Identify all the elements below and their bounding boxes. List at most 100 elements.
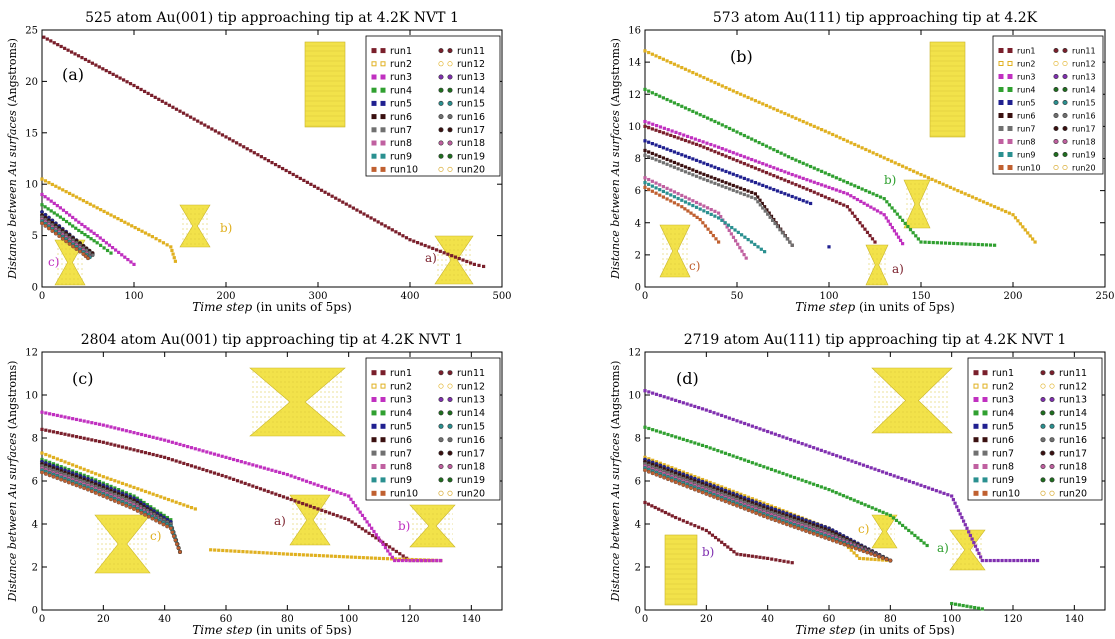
data-point xyxy=(249,149,253,153)
data-point xyxy=(320,485,324,489)
data-point xyxy=(705,141,709,145)
data-point xyxy=(869,205,873,209)
data-point xyxy=(674,467,678,471)
data-point xyxy=(842,190,846,195)
data-point xyxy=(189,115,193,119)
data-point xyxy=(1031,237,1035,241)
data-point xyxy=(343,516,347,520)
data-point xyxy=(273,551,277,556)
data-point xyxy=(788,523,793,528)
data-point xyxy=(97,439,102,444)
data-point xyxy=(665,157,669,162)
data-point xyxy=(923,485,927,489)
data-point xyxy=(401,234,405,238)
data-point xyxy=(906,224,910,229)
legend-marker xyxy=(371,437,377,443)
data-point xyxy=(838,492,842,496)
legend-marker xyxy=(371,100,377,106)
legend: run1run2run3run4run5run6run7run8run9run1… xyxy=(967,357,1103,501)
series-run4 xyxy=(40,457,182,554)
data-point xyxy=(897,521,902,525)
data-point xyxy=(52,211,56,215)
data-point xyxy=(754,425,758,430)
data-point xyxy=(206,125,210,129)
data-point xyxy=(779,110,783,114)
data-point xyxy=(683,170,688,174)
data-point xyxy=(658,55,662,60)
data-point xyxy=(71,417,75,421)
data-point xyxy=(353,522,358,526)
data-point xyxy=(730,225,734,230)
data-point xyxy=(677,399,682,404)
legend-label: run20 xyxy=(457,165,485,176)
data-point xyxy=(270,161,274,165)
data-point xyxy=(46,197,50,201)
data-point xyxy=(654,186,658,190)
data-point xyxy=(735,419,739,423)
y-tick-label: 6 xyxy=(635,477,641,488)
x-tick-label: 120 xyxy=(400,614,419,625)
data-point xyxy=(666,477,670,482)
data-point xyxy=(746,189,750,193)
data-point xyxy=(193,507,197,511)
data-point xyxy=(78,484,83,489)
legend-marker xyxy=(380,100,386,106)
legend-marker xyxy=(438,410,444,416)
data-point xyxy=(890,225,894,230)
legend-marker xyxy=(998,113,1004,118)
data-point xyxy=(651,391,655,395)
data-point xyxy=(337,198,341,202)
data-point xyxy=(702,145,706,149)
data-point xyxy=(662,475,667,480)
data-point xyxy=(841,494,846,498)
data-point xyxy=(117,427,121,431)
data-point xyxy=(643,180,647,185)
data-point xyxy=(63,479,67,483)
data-point xyxy=(871,192,875,196)
data-point xyxy=(647,155,651,159)
data-point xyxy=(232,457,236,462)
data-point xyxy=(768,105,772,109)
data-point xyxy=(735,152,739,156)
data-point xyxy=(790,156,794,161)
y-tick-label: 4 xyxy=(635,218,641,229)
legend-item-run12: run12 xyxy=(438,381,485,392)
data-point xyxy=(777,433,781,438)
data-point xyxy=(350,520,354,524)
data-point xyxy=(217,548,221,552)
legend-marker xyxy=(371,48,377,54)
legend-label: run12 xyxy=(1059,381,1087,392)
data-point xyxy=(74,417,79,422)
data-point xyxy=(976,242,980,247)
data-point xyxy=(650,142,654,146)
legend-marker xyxy=(1049,396,1055,402)
data-point xyxy=(651,458,655,462)
legend-marker xyxy=(1053,126,1059,132)
data-point xyxy=(43,195,47,199)
data-point xyxy=(394,230,398,234)
data-point xyxy=(1004,558,1008,563)
x-axis-label: Time step (in units of 5ps) xyxy=(795,300,955,314)
data-point xyxy=(105,424,109,428)
data-point xyxy=(654,92,658,97)
data-point xyxy=(724,125,728,129)
legend-marker xyxy=(371,464,377,469)
data-point xyxy=(739,175,743,179)
data-point xyxy=(716,449,720,453)
data-point xyxy=(881,470,885,474)
legend-box xyxy=(365,35,501,177)
data-point xyxy=(74,218,78,222)
x-tick-label: 100 xyxy=(942,614,961,625)
legend-marker xyxy=(1053,139,1059,145)
data-point xyxy=(67,467,71,472)
legend-marker xyxy=(447,100,453,106)
data-point xyxy=(243,461,247,465)
data-point xyxy=(750,190,754,195)
data-point xyxy=(147,434,151,438)
data-point xyxy=(882,213,886,217)
data-point xyxy=(865,203,870,207)
data-point xyxy=(124,446,128,450)
data-point xyxy=(809,164,813,169)
data-point xyxy=(109,477,113,481)
data-point xyxy=(685,520,689,524)
